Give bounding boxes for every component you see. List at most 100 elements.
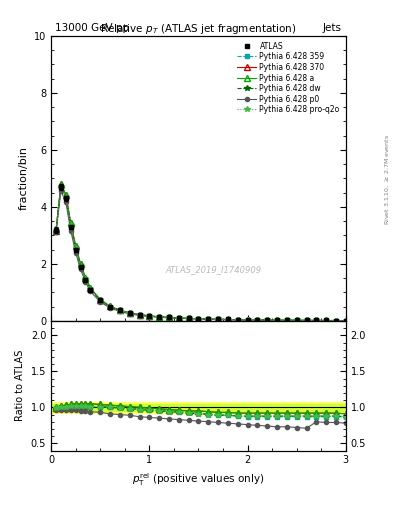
Pythia 6.428 a <box>176 315 181 321</box>
Pythia 6.428 a <box>59 181 63 187</box>
Pythia 6.428 370 <box>68 220 73 226</box>
Pythia 6.428 pro-q2o <box>245 317 250 323</box>
Pythia 6.428 pro-q2o <box>226 316 230 323</box>
Pythia 6.428 p0 <box>304 317 309 324</box>
Pythia 6.428 370 <box>78 261 83 267</box>
Pythia 6.428 dw <box>157 314 162 320</box>
Line: Pythia 6.428 a: Pythia 6.428 a <box>53 181 349 324</box>
Pythia 6.428 pro-q2o <box>118 307 122 313</box>
Pythia 6.428 370 <box>334 317 338 324</box>
Pythia 6.428 dw <box>196 316 201 322</box>
Pythia 6.428 370 <box>59 181 63 187</box>
Pythia 6.428 359 <box>343 317 348 324</box>
Pythia 6.428 a <box>206 316 211 322</box>
Pythia 6.428 a <box>108 303 112 309</box>
Pythia 6.428 359 <box>275 317 279 323</box>
Pythia 6.428 pro-q2o <box>88 286 93 292</box>
Pythia 6.428 pro-q2o <box>343 317 348 324</box>
Pythia 6.428 370 <box>83 274 88 281</box>
Pythia 6.428 359 <box>167 314 171 321</box>
Pythia 6.428 370 <box>314 317 319 324</box>
Pythia 6.428 a <box>118 307 122 313</box>
Pythia 6.428 p0 <box>176 315 181 322</box>
Pythia 6.428 p0 <box>73 249 78 255</box>
Pythia 6.428 370 <box>147 313 152 319</box>
Pythia 6.428 dw <box>186 315 191 322</box>
Pythia 6.428 a <box>265 317 270 323</box>
Pythia 6.428 a <box>98 296 103 303</box>
Pythia 6.428 dw <box>73 245 78 251</box>
Pythia 6.428 370 <box>157 314 162 320</box>
Pythia 6.428 a <box>68 220 73 226</box>
Pythia 6.428 dw <box>216 316 220 323</box>
Pythia 6.428 370 <box>324 317 329 324</box>
Pythia 6.428 359 <box>118 307 122 313</box>
Pythia 6.428 p0 <box>147 313 152 319</box>
Pythia 6.428 359 <box>53 227 59 233</box>
Legend: ATLAS, Pythia 6.428 359, Pythia 6.428 370, Pythia 6.428 a, Pythia 6.428 dw, Pyth: ATLAS, Pythia 6.428 359, Pythia 6.428 37… <box>235 39 342 116</box>
Pythia 6.428 dw <box>88 286 93 292</box>
Pythia 6.428 a <box>64 191 68 198</box>
Pythia 6.428 p0 <box>275 317 279 324</box>
Pythia 6.428 pro-q2o <box>64 194 68 200</box>
X-axis label: $p_{\mathrm{T}}^{\mathrm{rel}}$ (positive values only): $p_{\mathrm{T}}^{\mathrm{rel}}$ (positiv… <box>132 471 264 488</box>
Pythia 6.428 p0 <box>235 317 240 323</box>
Pythia 6.428 370 <box>137 312 142 318</box>
Pythia 6.428 pro-q2o <box>59 184 63 190</box>
Pythia 6.428 a <box>83 274 88 281</box>
Text: Rivet 3.1.10, $\geq$ 2.7M events: Rivet 3.1.10, $\geq$ 2.7M events <box>384 134 391 225</box>
Pythia 6.428 dw <box>167 314 171 321</box>
Pythia 6.428 pro-q2o <box>68 222 73 228</box>
Pythia 6.428 359 <box>285 317 289 324</box>
Pythia 6.428 dw <box>324 317 329 324</box>
Pythia 6.428 dw <box>265 317 270 323</box>
Pythia 6.428 dw <box>275 317 279 323</box>
Pythia 6.428 pro-q2o <box>216 316 220 323</box>
Pythia 6.428 dw <box>226 316 230 323</box>
Pythia 6.428 p0 <box>83 279 88 285</box>
Y-axis label: fraction/bin: fraction/bin <box>18 146 28 210</box>
Pythia 6.428 370 <box>343 317 348 324</box>
Pythia 6.428 p0 <box>98 299 103 305</box>
Pythia 6.428 dw <box>137 312 142 318</box>
Pythia 6.428 a <box>294 317 299 324</box>
Pythia 6.428 a <box>78 261 83 267</box>
Pythia 6.428 359 <box>235 316 240 323</box>
Pythia 6.428 p0 <box>127 311 132 317</box>
Pythia 6.428 359 <box>206 316 211 322</box>
Pythia 6.428 pro-q2o <box>186 315 191 322</box>
Line: Pythia 6.428 pro-q2o: Pythia 6.428 pro-q2o <box>53 184 349 324</box>
Pythia 6.428 359 <box>226 316 230 323</box>
Pythia 6.428 a <box>245 317 250 323</box>
Pythia 6.428 dw <box>285 317 289 324</box>
Pythia 6.428 dw <box>118 307 122 313</box>
Pythia 6.428 pro-q2o <box>73 245 78 251</box>
Text: ATLAS_2019_I1740909: ATLAS_2019_I1740909 <box>165 265 261 274</box>
Pythia 6.428 359 <box>314 317 319 324</box>
Pythia 6.428 pro-q2o <box>127 310 132 316</box>
Pythia 6.428 370 <box>127 310 132 316</box>
Pythia 6.428 pro-q2o <box>314 317 319 324</box>
Pythia 6.428 p0 <box>108 305 112 311</box>
Pythia 6.428 p0 <box>78 266 83 272</box>
Pythia 6.428 pro-q2o <box>294 317 299 324</box>
Pythia 6.428 pro-q2o <box>176 315 181 321</box>
Pythia 6.428 dw <box>127 310 132 316</box>
Pythia 6.428 359 <box>157 314 162 320</box>
Pythia 6.428 a <box>275 317 279 323</box>
Pythia 6.428 p0 <box>324 317 329 324</box>
Pythia 6.428 p0 <box>53 229 59 236</box>
Pythia 6.428 370 <box>196 316 201 322</box>
Line: Pythia 6.428 359: Pythia 6.428 359 <box>54 185 348 323</box>
Pythia 6.428 dw <box>64 194 68 200</box>
Pythia 6.428 p0 <box>137 312 142 318</box>
Pythia 6.428 p0 <box>294 317 299 324</box>
Pythia 6.428 p0 <box>285 317 289 324</box>
Pythia 6.428 a <box>314 317 319 324</box>
Pythia 6.428 370 <box>226 316 230 323</box>
Pythia 6.428 p0 <box>64 199 68 205</box>
Pythia 6.428 359 <box>147 313 152 319</box>
Pythia 6.428 p0 <box>334 317 338 324</box>
Pythia 6.428 pro-q2o <box>167 314 171 321</box>
Pythia 6.428 370 <box>64 191 68 198</box>
